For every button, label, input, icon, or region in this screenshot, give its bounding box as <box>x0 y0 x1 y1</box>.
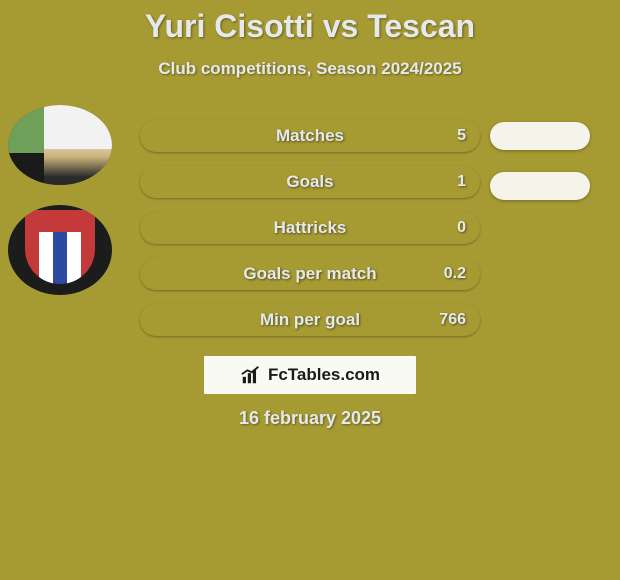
page-title: Yuri Cisotti vs Tescan <box>0 0 620 45</box>
crest-top <box>25 210 95 232</box>
player1-avatar-image <box>8 105 112 185</box>
stat-value: 1 <box>457 173 466 191</box>
stat-bar-matches: Matches 5 <box>140 120 480 152</box>
comparison-card: Yuri Cisotti vs Tescan Club competitions… <box>0 0 620 580</box>
stat-label: Matches <box>276 126 344 146</box>
subtitle: Club competitions, Season 2024/2025 <box>0 59 620 79</box>
stat-value: 766 <box>439 311 466 329</box>
stat-label: Min per goal <box>260 310 360 330</box>
stat-value: 0 <box>457 219 466 237</box>
stat-value: 0.2 <box>444 265 466 283</box>
comparison-pills <box>490 122 590 200</box>
stat-bar-goals: Goals 1 <box>140 166 480 198</box>
stat-label: Goals per match <box>243 264 376 284</box>
stat-bar-min-per-goal: Min per goal 766 <box>140 304 480 336</box>
pill-1 <box>490 122 590 150</box>
stat-label: Goals <box>286 172 333 192</box>
stat-bars: Matches 5 Goals 1 Hattricks 0 Goals per … <box>140 120 480 336</box>
crest-body <box>25 232 95 284</box>
avatar-column <box>8 105 112 295</box>
brand-badge: FcTables.com <box>202 354 418 396</box>
stat-value: 5 <box>457 127 466 145</box>
brand-text: FcTables.com <box>268 365 380 385</box>
chart-icon <box>240 364 262 386</box>
pill-2 <box>490 172 590 200</box>
footer-date: 16 february 2025 <box>239 408 381 429</box>
player2-avatar <box>8 205 112 295</box>
player2-club-crest <box>25 210 95 290</box>
stat-label: Hattricks <box>274 218 347 238</box>
player1-avatar <box>8 105 112 185</box>
stat-bar-hattricks: Hattricks 0 <box>140 212 480 244</box>
stat-bar-goals-per-match: Goals per match 0.2 <box>140 258 480 290</box>
